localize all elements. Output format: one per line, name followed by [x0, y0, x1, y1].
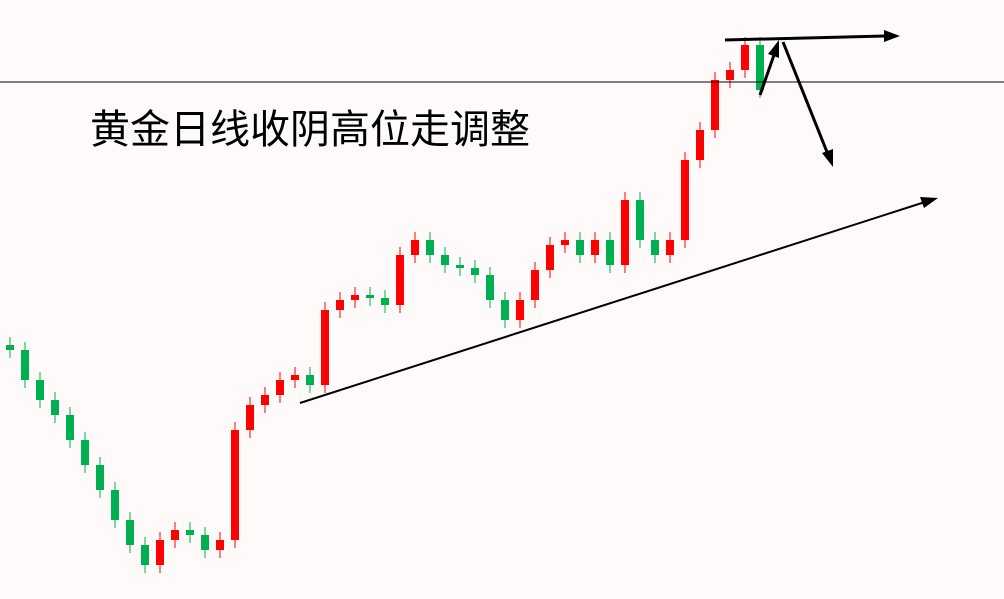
- candle-body: [531, 270, 539, 300]
- candle-body: [201, 535, 209, 550]
- candle-body: [516, 300, 524, 320]
- candle-body: [651, 240, 659, 255]
- candle-body: [711, 80, 719, 130]
- candle-body: [441, 255, 449, 265]
- candle-body: [321, 310, 329, 385]
- candles: [6, 37, 764, 573]
- candle-body: [696, 130, 704, 160]
- candle-body: [636, 200, 644, 240]
- candle-body: [351, 295, 359, 300]
- candle-body: [36, 380, 44, 400]
- candle-body: [51, 400, 59, 415]
- candle-body: [156, 540, 164, 565]
- candle-body: [81, 440, 89, 465]
- candle-body: [576, 240, 584, 255]
- candle-body: [606, 240, 614, 265]
- candle-body: [66, 415, 74, 440]
- candle-body: [381, 298, 389, 305]
- candle-body: [291, 375, 299, 380]
- candle-body: [306, 375, 314, 385]
- candle-body: [231, 430, 239, 540]
- candle-body: [486, 275, 494, 300]
- candle-body: [96, 465, 104, 490]
- candle-body: [6, 345, 14, 350]
- candle-body: [261, 395, 269, 405]
- candle-body: [426, 240, 434, 255]
- candle-body: [216, 540, 224, 550]
- candle-body: [456, 265, 464, 268]
- candle-body: [591, 240, 599, 255]
- chart-title: 黄金日线收阴高位走调整: [90, 107, 530, 153]
- candle-body: [741, 45, 749, 70]
- candle-body: [396, 255, 404, 305]
- candle-body: [171, 530, 179, 540]
- candle-body: [366, 295, 374, 298]
- candle-body: [276, 380, 284, 395]
- candle-body: [621, 200, 629, 265]
- trend-arrows: [299, 30, 938, 404]
- candle-body: [546, 245, 554, 270]
- candle-body: [126, 520, 134, 545]
- candle-body: [186, 530, 194, 535]
- candle-body: [411, 240, 419, 255]
- candle-body: [336, 300, 344, 310]
- candle-body: [501, 300, 509, 320]
- candle-body: [141, 545, 149, 565]
- candle-body: [21, 350, 29, 380]
- candle-body: [756, 45, 764, 90]
- candle-body: [681, 160, 689, 240]
- candle-body: [561, 240, 569, 245]
- candle-body: [111, 490, 119, 520]
- candle-body: [246, 405, 254, 430]
- candle-body: [666, 240, 674, 255]
- candle-body: [726, 70, 734, 80]
- candle-body: [471, 268, 479, 275]
